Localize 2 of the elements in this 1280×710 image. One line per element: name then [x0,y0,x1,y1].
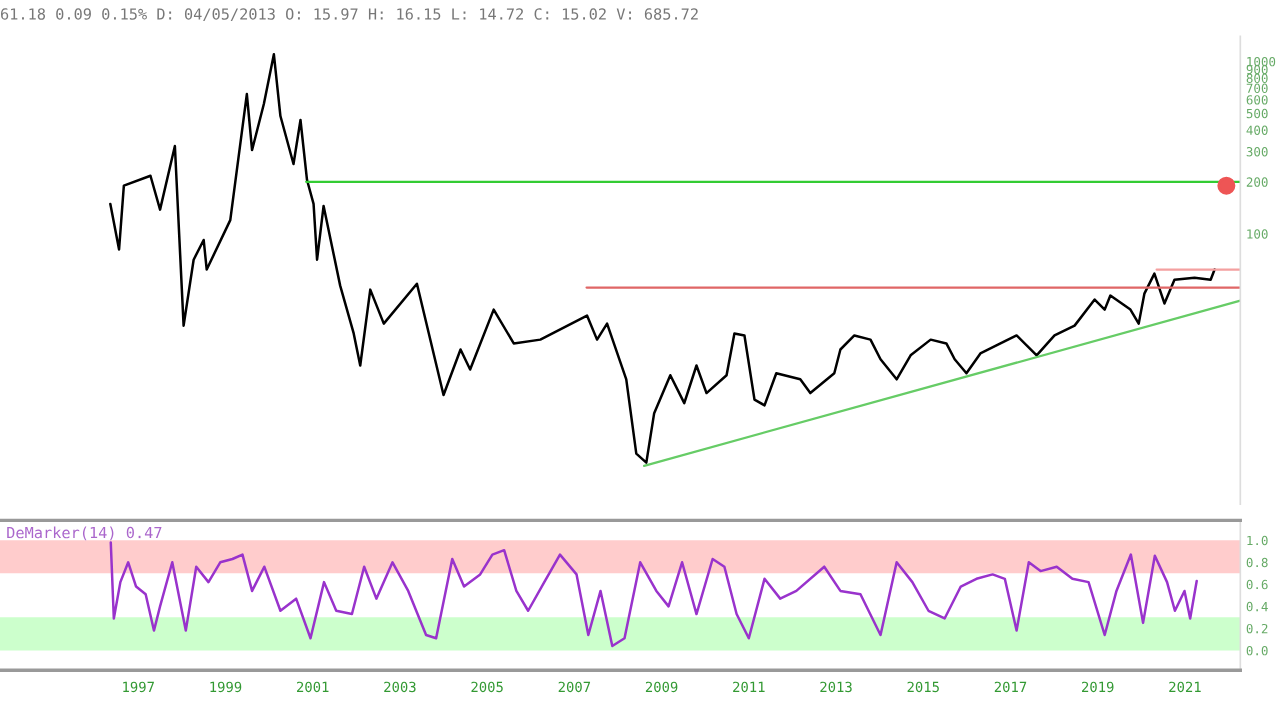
line-series [109,541,1198,648]
line-series [109,53,1216,464]
